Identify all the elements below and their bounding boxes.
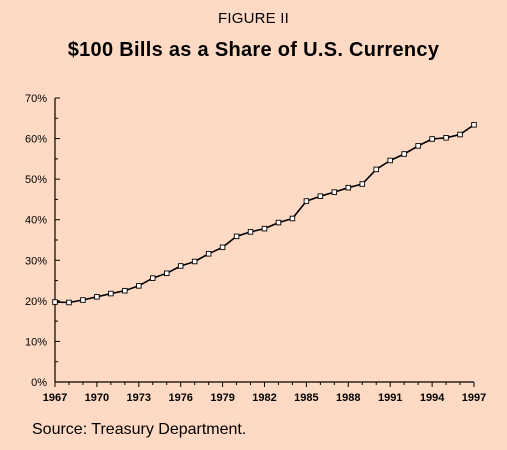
data-point xyxy=(471,122,477,128)
data-point xyxy=(415,143,421,149)
y-tick-label: 60% xyxy=(25,134,47,146)
x-tick-label: 1967 xyxy=(43,392,67,404)
y-tick-label: 0% xyxy=(31,377,47,389)
data-point xyxy=(289,215,296,222)
data-point xyxy=(317,193,324,199)
data-point xyxy=(443,135,449,141)
y-tick-label: 70% xyxy=(25,93,47,105)
data-point xyxy=(359,181,366,187)
data-point xyxy=(94,294,100,300)
data-point xyxy=(457,131,463,138)
chart-title: $100 Bills as a Share of U.S. Currency xyxy=(67,39,440,61)
y-tick-label: 50% xyxy=(25,174,47,186)
data-point xyxy=(373,166,379,173)
data-point xyxy=(177,263,184,269)
data-point xyxy=(163,270,170,277)
chart-series xyxy=(52,122,477,306)
data-point xyxy=(66,299,72,306)
x-tick-label: 1973 xyxy=(127,392,151,404)
x-tick-label: 1994 xyxy=(420,392,445,404)
data-point xyxy=(108,290,114,297)
data-point xyxy=(345,184,352,191)
chart-axes xyxy=(54,98,474,383)
data-point xyxy=(401,151,407,157)
data-point xyxy=(80,297,86,303)
x-tick-label: 1982 xyxy=(252,392,276,404)
figure-label: FIGURE II xyxy=(218,10,289,27)
data-point xyxy=(275,219,282,226)
data-point xyxy=(150,275,156,281)
x-tick-label: 1970 xyxy=(85,392,109,404)
data-point xyxy=(387,157,393,164)
x-tick-label: 1979 xyxy=(210,392,234,404)
data-point xyxy=(122,287,128,294)
y-tick-label: 10% xyxy=(25,336,47,348)
data-point xyxy=(191,258,198,265)
x-tick-label: 1997 xyxy=(462,392,486,404)
data-point xyxy=(205,251,212,257)
y-tick-label: 20% xyxy=(25,296,47,308)
data-point xyxy=(331,189,338,195)
data-point xyxy=(303,198,310,204)
x-tick-label: 1991 xyxy=(378,392,402,404)
y-tick-label: 40% xyxy=(25,215,47,227)
data-point xyxy=(233,233,240,240)
series-line xyxy=(54,124,475,304)
data-point xyxy=(219,244,226,251)
data-point xyxy=(429,136,435,142)
x-tick-label: 1976 xyxy=(168,392,192,404)
data-point xyxy=(247,229,254,235)
y-tick-label: 30% xyxy=(25,255,47,267)
source-note: Source: Treasury Department. xyxy=(32,421,247,438)
x-tick-label: 1988 xyxy=(336,392,360,404)
chart-ticks: 0% 10% 20% 30% 40% 50% 60% 70% 1967 1970 1973 1976 1… xyxy=(25,93,486,404)
data-point xyxy=(136,283,142,289)
data-point xyxy=(261,225,268,232)
data-point xyxy=(52,299,58,305)
x-tick-label: 1985 xyxy=(294,392,318,404)
